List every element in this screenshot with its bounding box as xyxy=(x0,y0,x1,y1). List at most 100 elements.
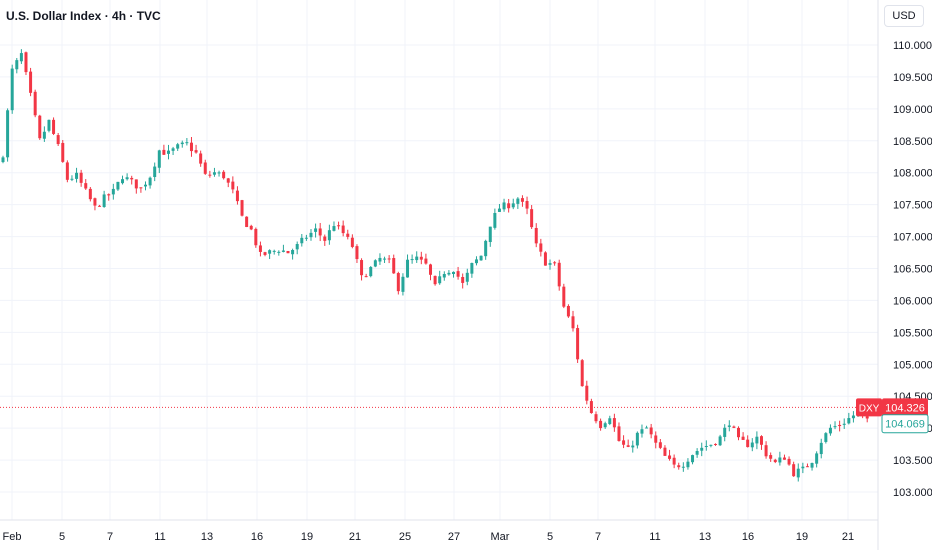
candle-body xyxy=(562,286,566,307)
candle-body xyxy=(199,153,203,164)
candle-body xyxy=(212,172,216,175)
candle-body xyxy=(741,436,745,440)
candle-body xyxy=(222,171,226,179)
x-tick-label: 5 xyxy=(547,531,553,543)
candle-body xyxy=(677,465,681,468)
secondary-price-tag: 104.069 xyxy=(885,419,925,431)
candle-body xyxy=(603,423,607,428)
candle-body xyxy=(291,250,295,255)
x-tick-label: 19 xyxy=(796,531,808,543)
candle-body xyxy=(681,466,685,468)
symbol-tag-bg xyxy=(856,398,882,417)
candle-body xyxy=(286,250,290,254)
candle-body xyxy=(686,461,690,468)
candle-body xyxy=(309,232,313,238)
candle-body xyxy=(511,203,515,208)
x-tick-label: 16 xyxy=(742,531,754,543)
candle-body xyxy=(1,157,5,163)
candle-body xyxy=(235,190,239,202)
candle-body xyxy=(851,415,855,419)
candle-body xyxy=(759,436,763,445)
candle-body xyxy=(406,259,410,278)
candle-body xyxy=(695,451,699,455)
y-tick-label: 103.000 xyxy=(893,487,932,499)
candle-body xyxy=(116,181,120,190)
candle-body xyxy=(268,250,272,254)
candle-body xyxy=(626,445,630,447)
candle-body xyxy=(350,237,354,247)
chart-title: U.S. Dollar Index · 4h · TVC xyxy=(6,9,161,23)
candle-body xyxy=(773,459,777,463)
candle-body xyxy=(631,445,635,448)
candle-body xyxy=(842,423,846,425)
grid-layer xyxy=(0,0,878,520)
last-price-tag-bg xyxy=(882,398,928,417)
candle-body xyxy=(599,420,603,429)
candle-body xyxy=(139,187,143,189)
candle-body xyxy=(65,162,69,180)
candle-body xyxy=(383,258,387,260)
candle-body xyxy=(429,264,433,275)
candle-body xyxy=(672,457,676,465)
x-tick-label: 27 xyxy=(448,531,460,543)
candle-body xyxy=(134,179,138,189)
candle-body xyxy=(700,447,704,451)
candle-body xyxy=(185,142,189,144)
candle-body xyxy=(470,262,474,274)
secondary-price-tag-bg xyxy=(881,414,929,434)
currency-button[interactable]: USD xyxy=(884,5,924,27)
candle-body xyxy=(42,131,46,139)
candle-body xyxy=(88,188,92,200)
candle-body xyxy=(15,60,19,70)
candle-body xyxy=(787,458,791,465)
candle-body xyxy=(19,53,23,62)
candle-body xyxy=(392,258,396,274)
candle-body xyxy=(332,226,336,231)
candle-body xyxy=(833,426,837,428)
candle-body xyxy=(736,427,740,438)
candle-body xyxy=(341,225,345,234)
candle-body xyxy=(166,150,170,154)
y-tick-label: 109.500 xyxy=(893,72,932,84)
candle-body xyxy=(792,464,796,477)
candle-body xyxy=(318,228,322,236)
tag-layer: DXY 104.326 104.069 xyxy=(0,398,929,434)
candle-body xyxy=(277,251,281,253)
candle-body xyxy=(231,181,235,190)
candle-body xyxy=(534,227,538,244)
candle-body xyxy=(580,360,584,387)
candle-body xyxy=(245,216,249,228)
candle-body xyxy=(6,110,10,158)
candle-body xyxy=(718,436,722,446)
candle-body xyxy=(622,440,626,445)
candle-body xyxy=(24,52,28,73)
candle-body xyxy=(327,230,331,241)
candle-body xyxy=(658,442,662,448)
candle-body xyxy=(502,202,506,210)
candle-body xyxy=(148,177,152,186)
candle-body xyxy=(838,424,842,427)
candle-body xyxy=(488,226,492,243)
candle-body xyxy=(438,276,442,284)
candle-body xyxy=(704,445,708,447)
candle-body xyxy=(474,259,478,264)
candle-body xyxy=(364,276,368,278)
candle-body xyxy=(723,427,727,437)
candle-body xyxy=(447,272,451,275)
candle-body xyxy=(111,188,115,195)
candle-body xyxy=(263,252,267,255)
candle-body xyxy=(162,149,166,155)
candle-body xyxy=(258,245,262,252)
x-tick-label: 25 xyxy=(399,531,411,543)
candle-body xyxy=(314,228,318,232)
candle-body xyxy=(805,466,809,468)
candle-body xyxy=(355,246,359,260)
candle-body xyxy=(796,468,800,478)
candle-body xyxy=(47,119,51,131)
y-tick-label: 105.000 xyxy=(893,359,932,371)
candle-body xyxy=(176,144,180,149)
candle-body xyxy=(240,200,244,216)
candle-body xyxy=(52,119,56,134)
candle-body xyxy=(433,275,437,285)
